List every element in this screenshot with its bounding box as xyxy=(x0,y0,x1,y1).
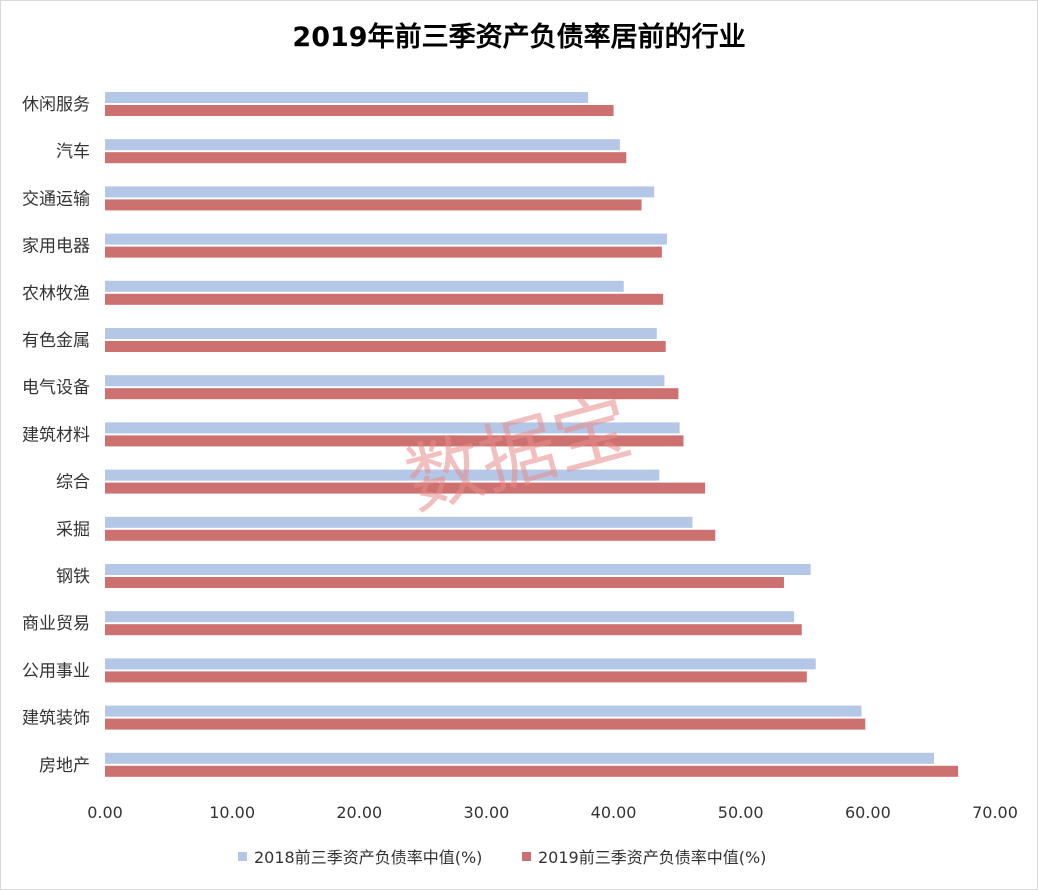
category-label: 交通运输 xyxy=(22,189,90,209)
chart-title: 2019年前三季资产负债率居前的行业 xyxy=(292,21,745,53)
x-axis-tick-labels: 0.00 10.00 20.00 30.00 40.00 50.00 60.00 70.00 xyxy=(87,803,1018,822)
bar-2019-3 xyxy=(105,246,662,258)
category-label: 采掘 xyxy=(56,520,90,540)
x-tick-label: 70.00 xyxy=(972,803,1018,822)
x-tick-label: 60.00 xyxy=(845,803,891,822)
bar-2018-0 xyxy=(105,92,589,103)
category-label: 公用事业 xyxy=(22,661,90,681)
bar-2019-10 xyxy=(105,577,784,588)
bars-group xyxy=(105,92,959,777)
x-tick-label: 30.00 xyxy=(464,803,510,822)
bar-2019-14 xyxy=(105,765,959,777)
bar-2018-10 xyxy=(105,564,811,575)
bar-2019-4 xyxy=(105,293,664,305)
category-label: 商业贸易 xyxy=(22,614,90,634)
bar-2018-3 xyxy=(105,233,667,245)
bar-2018-4 xyxy=(105,280,624,292)
category-label: 建筑材料 xyxy=(22,425,90,445)
bar-2019-11 xyxy=(105,624,802,636)
bar-2019-9 xyxy=(105,529,716,541)
category-label: 休闲服务 xyxy=(22,95,90,115)
bar-2019-2 xyxy=(105,199,642,211)
bar-2018-13 xyxy=(105,705,862,717)
category-label: 建筑装饰 xyxy=(22,709,90,729)
bar-2019-7 xyxy=(105,435,684,447)
watermark-text: 数据宝 xyxy=(397,381,640,526)
legend: 2018前三季资产负债率中值(%) 2019前三季资产负债率中值(%) xyxy=(238,848,766,867)
bar-2018-14 xyxy=(105,752,934,764)
bar-2018-5 xyxy=(105,328,657,339)
category-label: 房地产 xyxy=(39,756,90,776)
bar-2019-5 xyxy=(105,341,666,352)
x-tick-label: 40.00 xyxy=(591,803,637,822)
x-tick-label: 10.00 xyxy=(209,803,255,822)
category-label: 电气设备 xyxy=(22,378,90,398)
legend-label-2019: 2019前三季资产负债率中值(%) xyxy=(538,848,766,867)
x-tick-label: 20.00 xyxy=(336,803,382,822)
category-label: 有色金属 xyxy=(22,331,90,351)
bar-2019-13 xyxy=(105,718,866,730)
legend-swatch-2018 xyxy=(238,852,247,861)
legend-swatch-2019 xyxy=(522,852,531,861)
category-label: 钢铁 xyxy=(56,567,90,587)
category-labels: 休闲服务汽车交通运输家用电器农林牧渔有色金属电气设备建筑材料综合采掘钢铁商业贸易… xyxy=(22,95,90,776)
bar-2018-11 xyxy=(105,611,795,623)
category-label: 家用电器 xyxy=(22,237,90,257)
category-label: 汽车 xyxy=(56,142,90,162)
bar-2019-0 xyxy=(105,105,614,116)
bar-2018-8 xyxy=(105,469,660,481)
bar-2018-1 xyxy=(105,139,620,151)
category-label: 农林牧渔 xyxy=(22,284,90,304)
bar-2018-12 xyxy=(105,658,816,670)
legend-label-2018: 2018前三季资产负债率中值(%) xyxy=(254,848,482,867)
bar-2018-9 xyxy=(105,516,693,528)
bar-2019-8 xyxy=(105,482,706,494)
category-label: 综合 xyxy=(56,473,90,493)
bar-2018-6 xyxy=(105,375,665,387)
bar-2018-7 xyxy=(105,422,680,434)
bar-2019-6 xyxy=(105,388,679,400)
bar-2018-2 xyxy=(105,186,655,198)
bar-2019-1 xyxy=(105,152,627,164)
x-tick-label: 50.00 xyxy=(718,803,764,822)
bar-2019-12 xyxy=(105,671,807,683)
x-tick-label: 0.00 xyxy=(87,803,123,822)
